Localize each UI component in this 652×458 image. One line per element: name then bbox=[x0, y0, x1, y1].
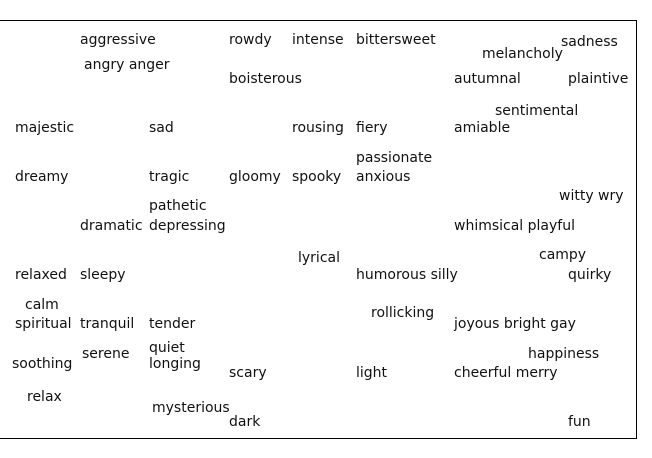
word-bittersweet: bittersweet bbox=[356, 32, 436, 48]
diagram-frame bbox=[0, 20, 637, 439]
word-happiness: happiness bbox=[528, 346, 600, 362]
word-quiet: quiet bbox=[149, 340, 185, 356]
word-whimsical-playful: whimsical playful bbox=[454, 218, 575, 234]
word-gloomy: gloomy bbox=[229, 169, 281, 185]
word-lyrical: lyrical bbox=[298, 250, 340, 266]
word-spiritual: spiritual bbox=[15, 316, 72, 332]
word-rollicking: rollicking bbox=[371, 305, 435, 321]
word-tragic: tragic bbox=[149, 169, 190, 185]
word-quirky: quirky bbox=[568, 267, 612, 283]
word-tender: tender bbox=[149, 316, 196, 332]
word-mysterious: mysterious bbox=[152, 400, 230, 416]
word-scary: scary bbox=[229, 365, 267, 381]
word-dramatic: dramatic bbox=[80, 218, 143, 234]
word-pathetic: pathetic bbox=[149, 198, 207, 214]
word-serene: serene bbox=[82, 346, 130, 362]
word-majestic: majestic bbox=[15, 120, 75, 136]
word-sad: sad bbox=[149, 120, 174, 136]
word-amiable: amiable bbox=[454, 120, 511, 136]
word-fun: fun bbox=[568, 414, 591, 430]
word-spooky: spooky bbox=[292, 169, 342, 185]
word-melancholy: melancholy bbox=[482, 46, 563, 62]
word-passionate: passionate bbox=[356, 150, 433, 166]
word-tranquil: tranquil bbox=[80, 316, 135, 332]
word-fiery: fiery bbox=[356, 120, 388, 136]
word-relaxed: relaxed bbox=[15, 267, 67, 283]
word-joyous-bright-gay: joyous bright gay bbox=[454, 316, 576, 332]
word-rousing: rousing bbox=[292, 120, 344, 136]
word-soothing: soothing bbox=[12, 356, 73, 372]
word-intense: intense bbox=[292, 32, 344, 48]
word-dark: dark bbox=[229, 414, 261, 430]
word-cheerful-merry: cheerful merry bbox=[454, 365, 558, 381]
word-autumnal: autumnal bbox=[454, 71, 521, 87]
word-plaintive: plaintive bbox=[568, 71, 629, 87]
word-anxious: anxious bbox=[356, 169, 411, 185]
word-longing: longing bbox=[149, 356, 201, 372]
word-humorous-silly: humorous silly bbox=[356, 267, 458, 283]
word-witty-wry: witty wry bbox=[559, 188, 624, 204]
word-sadness: sadness bbox=[561, 34, 618, 50]
word-light: light bbox=[356, 365, 388, 381]
word-dreamy: dreamy bbox=[15, 169, 69, 185]
word-sleepy: sleepy bbox=[80, 267, 126, 283]
word-rowdy: rowdy bbox=[229, 32, 272, 48]
word-sentimental: sentimental bbox=[495, 103, 579, 119]
word-depressing: depressing bbox=[149, 218, 226, 234]
word-campy: campy bbox=[539, 247, 587, 263]
word-boisterous: boisterous bbox=[229, 71, 302, 87]
word-angry-anger: angry anger bbox=[84, 57, 170, 73]
word-aggressive: aggressive bbox=[80, 32, 156, 48]
word-calm: calm bbox=[25, 297, 59, 313]
word-relax: relax bbox=[27, 389, 62, 405]
